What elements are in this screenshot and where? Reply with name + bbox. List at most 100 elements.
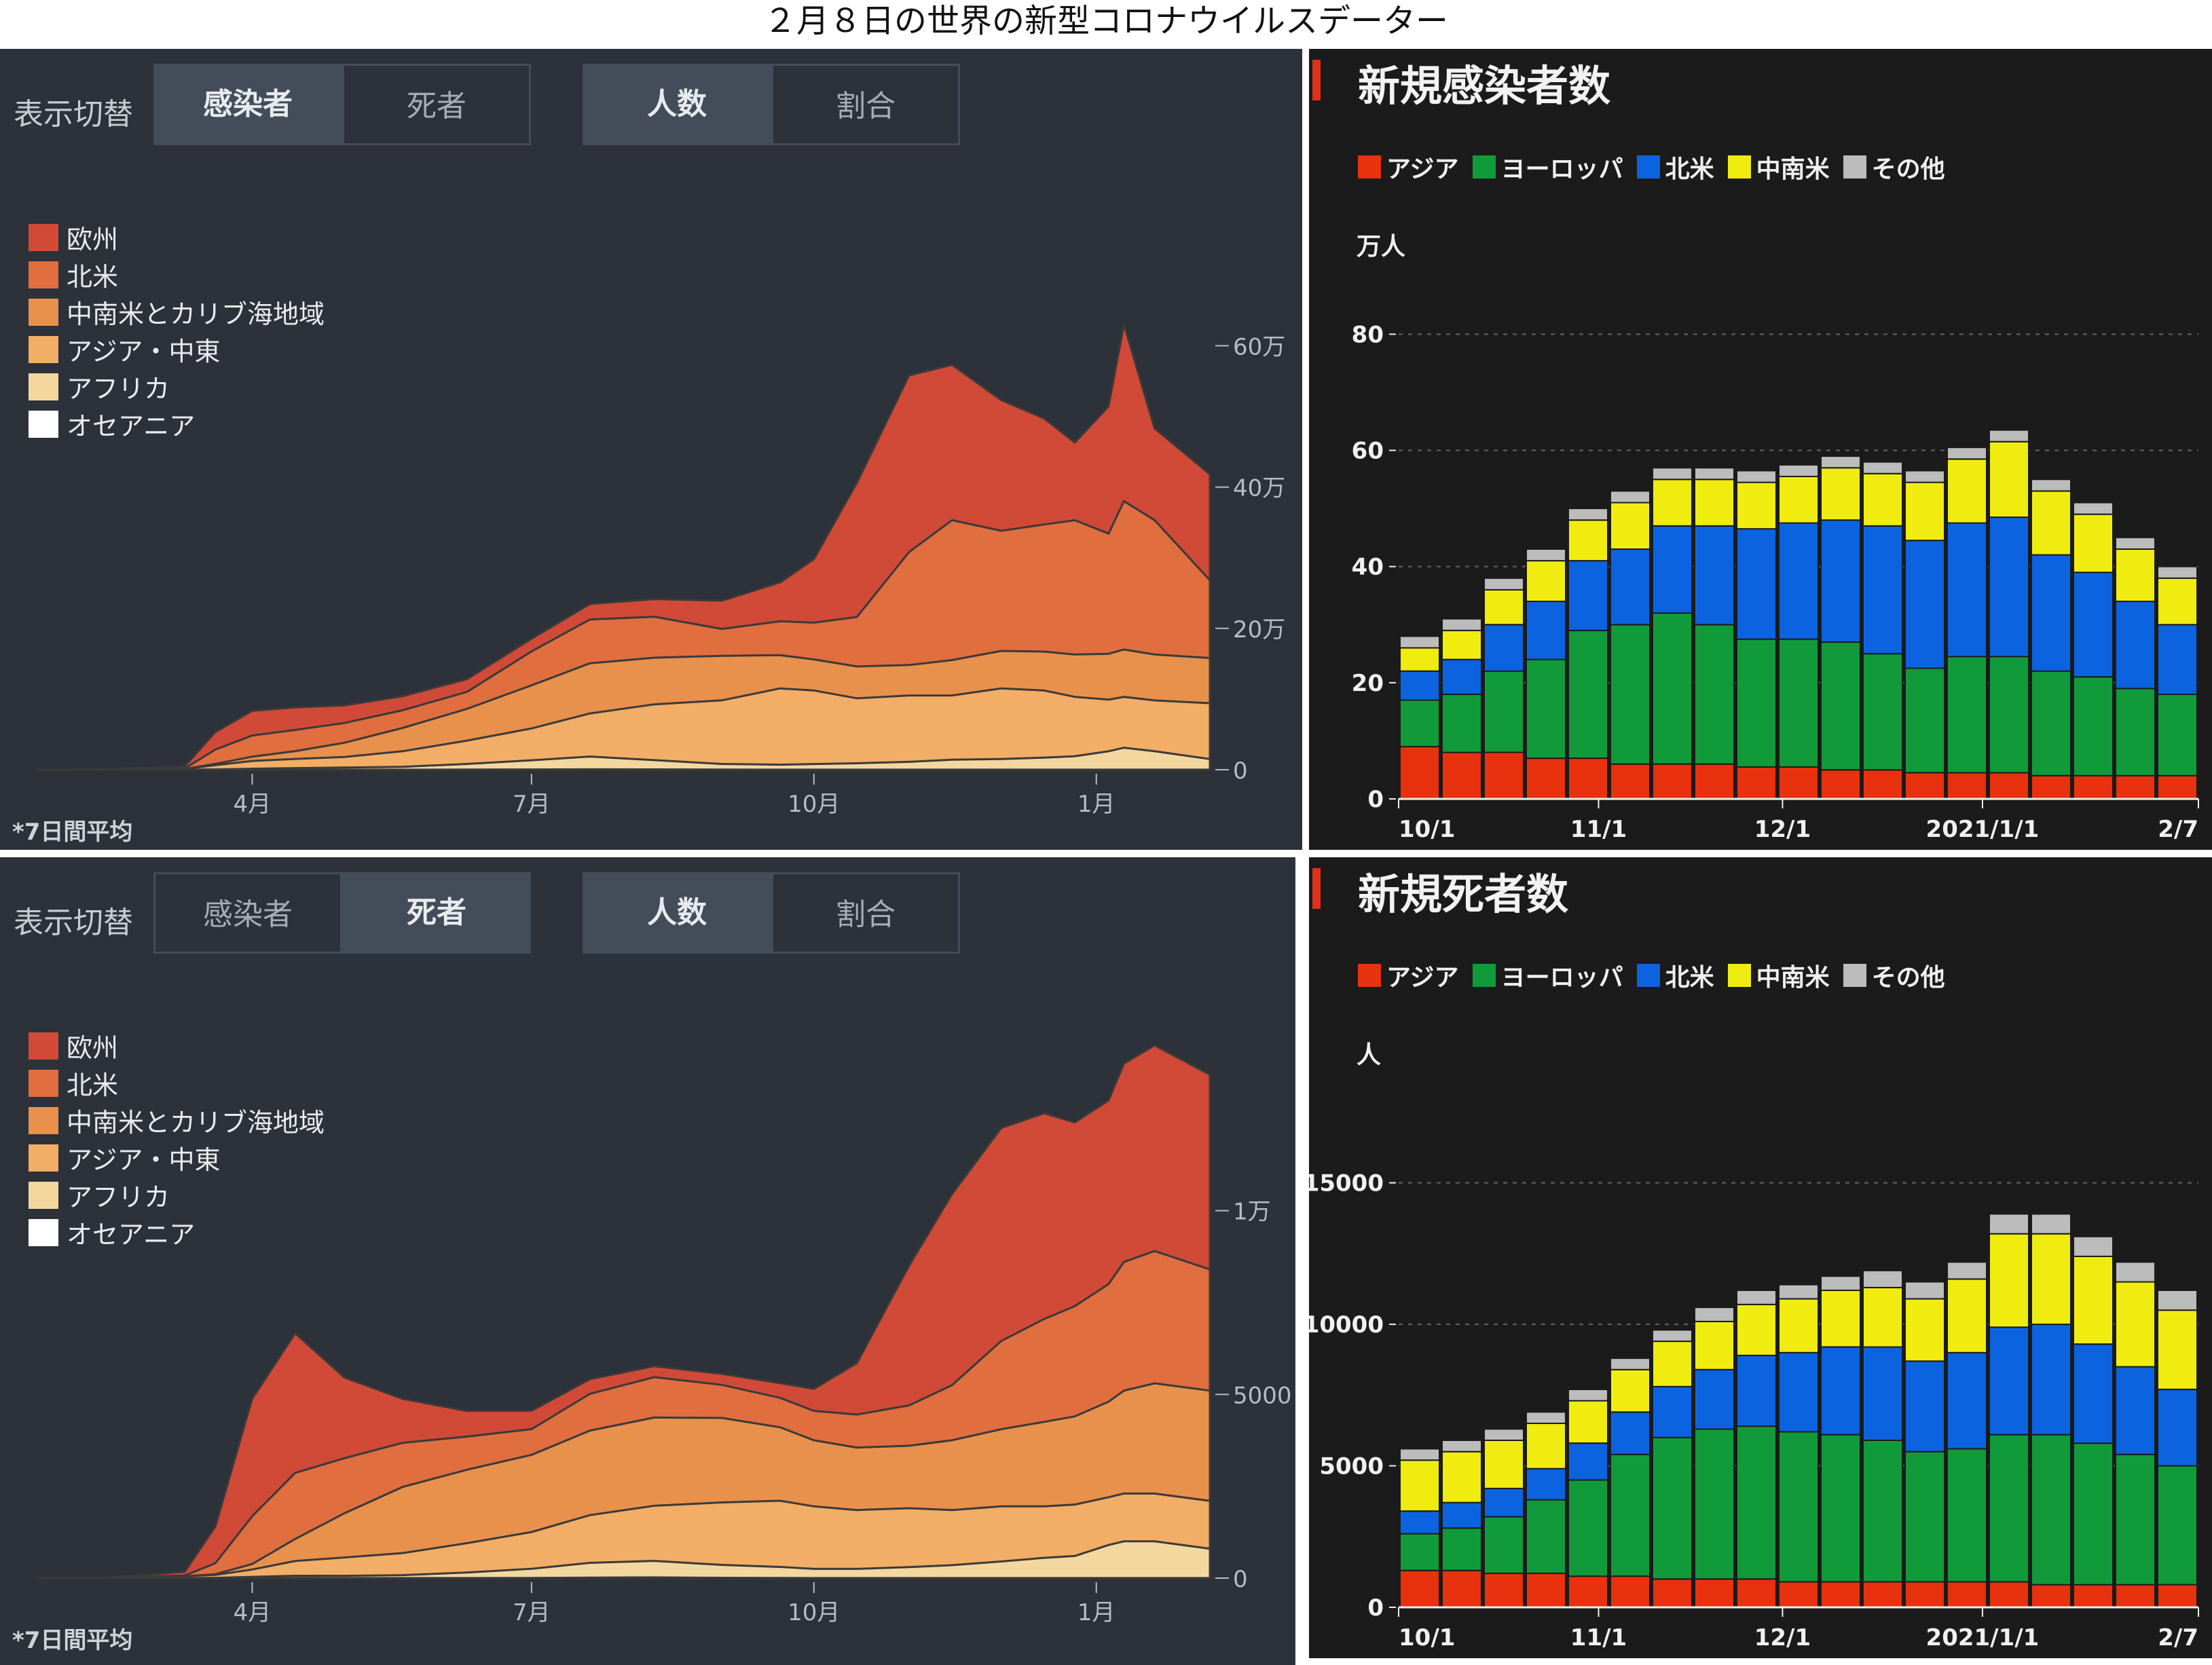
bar-segment-アジア	[1736, 1578, 1777, 1609]
legend-label: その他	[1871, 964, 1945, 992]
bar-segment-中南米	[2157, 577, 2198, 626]
legend-label: アジア	[1386, 964, 1459, 992]
bar-segment-ヨーロッパ	[1399, 699, 1440, 747]
legend-label: 欧州	[67, 1033, 119, 1063]
bar-segment-アジア	[1399, 1569, 1440, 1609]
bar-segment-ヨーロッパ	[1862, 1440, 1903, 1583]
bar-segment-中南米	[1736, 1303, 1777, 1356]
deaths-button[interactable]: 死者	[342, 64, 531, 145]
bar-segment-北米	[1947, 522, 1987, 658]
legend-swatch	[29, 410, 58, 438]
bar-segment-北米	[1568, 560, 1608, 631]
legend-item-oceania: オセアニア	[29, 1214, 325, 1251]
bar-segment-アジア	[2031, 1584, 2071, 1608]
y-tick-label: 60万	[1233, 333, 1285, 360]
legend-swatch	[29, 298, 58, 326]
x-tick-label: 4月	[234, 1599, 272, 1626]
legend-swatch	[1358, 155, 1381, 179]
legend-swatch	[1636, 964, 1660, 987]
bar-segment-ヨーロッパ	[2115, 1453, 2156, 1586]
bar-segment-ヨーロッパ	[1652, 1436, 1693, 1580]
area-アジア・中東	[36, 1492, 1211, 1579]
bar-segment-北米	[1904, 540, 1945, 669]
cases-button[interactable]: 感染者	[153, 64, 342, 145]
legend-label: ヨーロッパ	[1500, 964, 1623, 992]
bar-segment-北米	[1778, 1351, 1819, 1433]
ratio-button[interactable]: 割合	[771, 64, 960, 145]
y-tick-label: 0	[1367, 786, 1384, 813]
count-button[interactable]: 人数	[583, 64, 771, 145]
bar-segment-アジア	[1904, 1581, 1945, 1608]
y-tick-label: 20	[1352, 670, 1384, 697]
bar-segment-北米	[1652, 1385, 1693, 1438]
bar-segment-アジア	[1441, 1569, 1482, 1609]
bar-segment-ヨーロッパ	[1904, 1451, 1945, 1583]
bar-segment-その他	[1441, 1440, 1482, 1453]
bar-segment-中南米	[1736, 481, 1777, 530]
legend-swatch	[1472, 964, 1496, 987]
deaths-bar-panel: 新規死者数 アジア ヨーロッパ 北米 中南米 その他 人 0 5000 10000 1…	[1309, 857, 2212, 1658]
legend-label: 北米	[67, 262, 119, 292]
legend-label: アジア・中東	[67, 1145, 221, 1175]
bar-segment-北米	[2115, 1366, 2156, 1455]
bar-segment-その他	[2157, 1290, 2198, 1311]
bar-segment-中南米	[2157, 1309, 2198, 1390]
bar-segment-その他	[1904, 470, 1945, 483]
bar-segment-その他	[2115, 1261, 2156, 1283]
legend-label: アフリカ	[67, 374, 170, 404]
legend-item-north-america: 北米	[29, 256, 325, 293]
legend-item-europe: 欧州	[29, 1027, 325, 1064]
deaths-bar-chart: 0 5000 10000 15000 10/1 11/1 12/1 2021/1/1 2/7	[1309, 1170, 2199, 1651]
x-tick-label: 12/1	[1754, 816, 1811, 843]
legend-swatch	[29, 1218, 58, 1246]
y-unit: 人	[1357, 1041, 1382, 1069]
x-tick-label: 10月	[788, 791, 840, 818]
bar-segment-その他	[1947, 1261, 1987, 1280]
bar-segment-中南米	[1610, 502, 1651, 550]
x-tick-label: 4月	[234, 791, 272, 818]
legend-item-other: その他	[1843, 958, 1945, 993]
deaths-button[interactable]: 死者	[342, 872, 531, 954]
bar-segment-アジア	[1989, 772, 2029, 800]
bar-segment-中南米	[1694, 1320, 1735, 1370]
legend-label: 中南米	[1756, 155, 1830, 183]
bar-segment-北米	[1694, 525, 1735, 626]
bar-segment-ヨーロッパ	[1483, 1516, 1524, 1574]
bar-segment-中南米	[1441, 629, 1482, 660]
bar-segment-アジア	[2073, 1584, 2114, 1608]
bar-segment-その他	[1526, 1411, 1566, 1424]
bar-segment-ヨーロッパ	[1989, 656, 2029, 774]
bar-segment-ヨーロッパ	[1736, 638, 1777, 768]
bar-segment-中南米	[1399, 647, 1440, 672]
legend-label: 中南米とカリブ海地域	[67, 1108, 325, 1138]
bar-segment-その他	[1736, 470, 1777, 483]
bar-segment-北米	[1399, 1510, 1440, 1535]
bar-segment-中南米	[1568, 1400, 1608, 1444]
bar-segment-中南米	[1694, 479, 1735, 527]
legend-label: その他	[1871, 155, 1945, 183]
bar-segment-北米	[1610, 548, 1651, 626]
bar-segment-アジア	[1399, 746, 1440, 800]
bar-segment-北米	[1526, 1467, 1566, 1501]
legend-label: 中南米	[1756, 964, 1830, 992]
legend-item-asia: アジア・中東	[29, 331, 325, 368]
bar-legend: アジア ヨーロッパ 北米 中南米 その他	[1358, 149, 1959, 185]
legend-item-latin-america: 中南米	[1727, 149, 1830, 185]
bar-segment-その他	[2031, 479, 2071, 492]
bar-segment-その他	[1483, 577, 1524, 591]
bar-segment-ヨーロッパ	[2031, 670, 2071, 777]
bar-segment-アジア	[1778, 766, 1819, 800]
legend-swatch	[29, 223, 58, 251]
bar-segment-アジア	[1862, 1581, 1903, 1608]
legend-item-oceania: オセアニア	[29, 405, 325, 443]
toggle-label: 表示切替	[14, 905, 133, 940]
chart-title: 新規感染者数	[1358, 61, 1611, 111]
cases-button[interactable]: 感染者	[153, 872, 342, 954]
count-button[interactable]: 人数	[583, 872, 771, 954]
bar-segment-北米	[2031, 554, 2071, 672]
bar-segment-中南米	[1862, 1286, 1903, 1348]
bar-segment-中南米	[1568, 519, 1608, 562]
ratio-button[interactable]: 割合	[771, 872, 960, 954]
bar-segment-アジア	[1736, 766, 1777, 800]
bar-segment-北米	[2031, 1324, 2071, 1436]
